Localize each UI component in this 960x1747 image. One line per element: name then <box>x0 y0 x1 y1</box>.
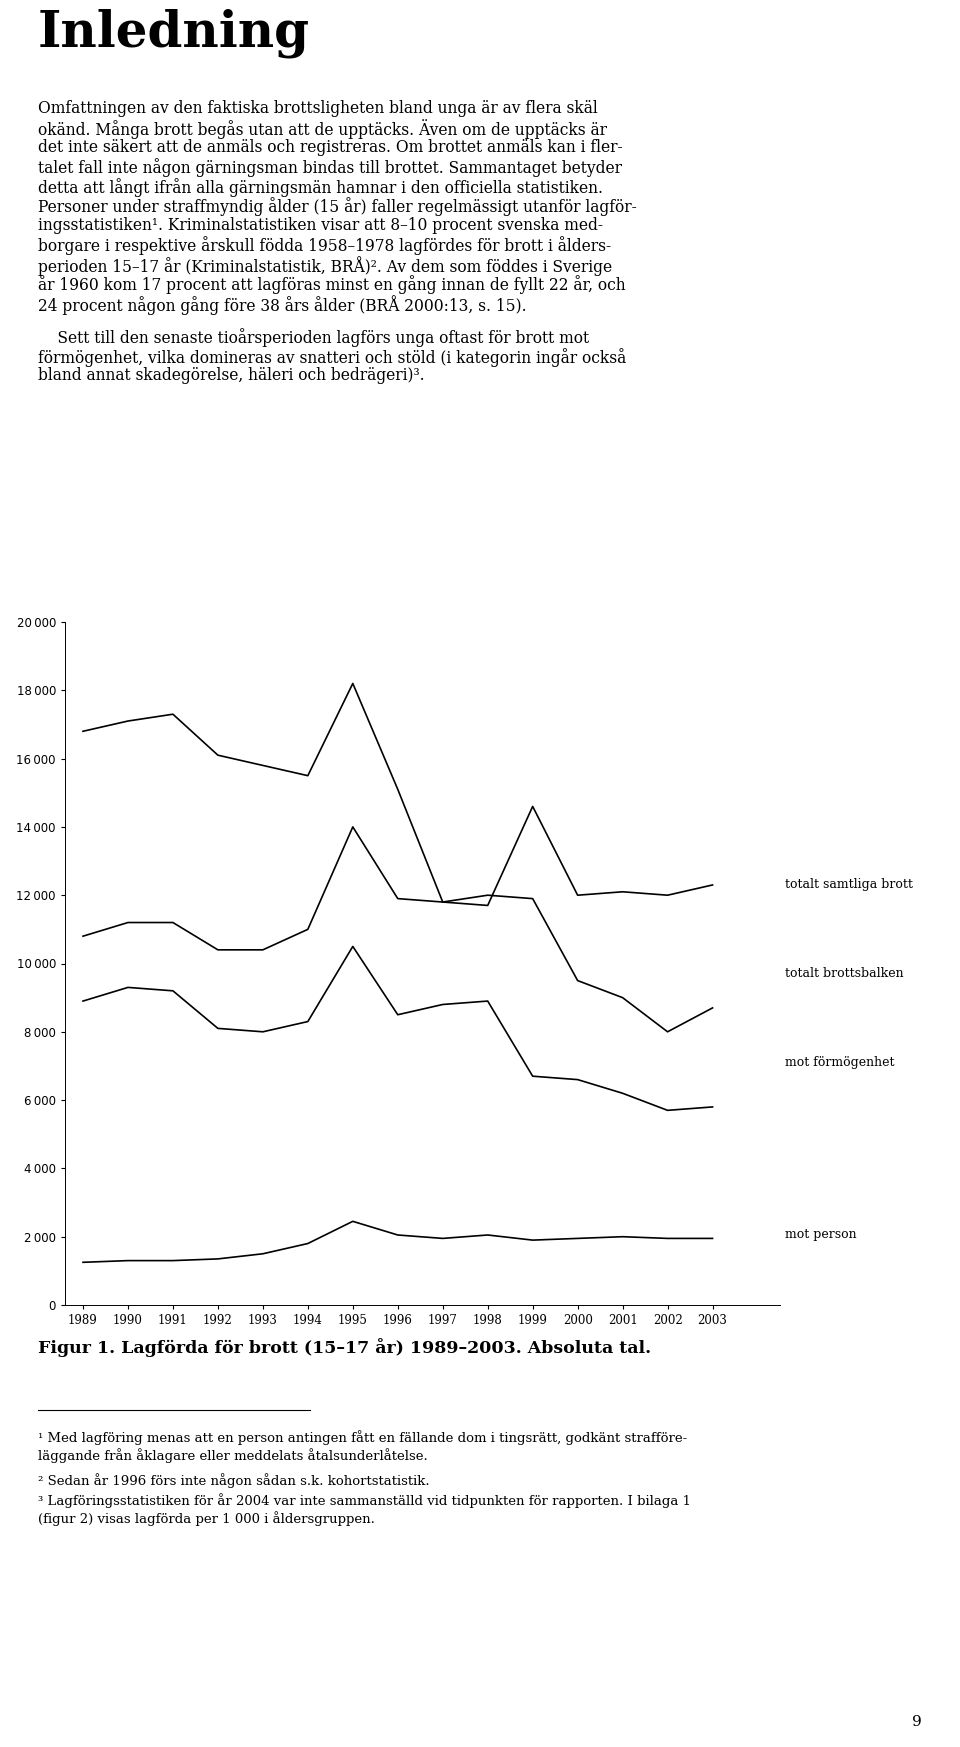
Text: perioden 15–17 år (Kriminalstatistik, BRÅ)². Av dem som föddes i Sverige: perioden 15–17 år (Kriminalstatistik, BR… <box>38 257 612 276</box>
Text: (figur 2) visas lagförda per 1 000 i åldersgruppen.: (figur 2) visas lagförda per 1 000 i åld… <box>38 1511 374 1525</box>
Text: borgare i respektive årskull födda 1958–1978 lagfördes för brott i ålders-: borgare i respektive årskull födda 1958–… <box>38 236 612 255</box>
Text: ingsstatistiken¹. Kriminalstatistiken visar att 8–10 procent svenska med-: ingsstatistiken¹. Kriminalstatistiken vi… <box>38 217 603 234</box>
Text: okänd. Många brott begås utan att de upptäcks. Även om de upptäcks är: okänd. Många brott begås utan att de upp… <box>38 119 607 140</box>
Text: bland annat skadegörelse, häleri och bedrägeri)³.: bland annat skadegörelse, häleri och bed… <box>38 367 424 384</box>
Text: detta att långt ifrån alla gärningsmän hamnar i den officiella statistiken.: detta att långt ifrån alla gärningsmän h… <box>38 178 603 197</box>
Text: förmögenhet, vilka domineras av snatteri och stöld (i kategorin ingår också: förmögenhet, vilka domineras av snatteri… <box>38 348 626 367</box>
Text: Sett till den senaste tioårsperioden lagförs unga oftast för brott mot: Sett till den senaste tioårsperioden lag… <box>38 328 589 348</box>
Text: Inledning: Inledning <box>38 9 310 58</box>
Text: ² Sedan år 1996 förs inte någon sådan s.k. kohortstatistik.: ² Sedan år 1996 förs inte någon sådan s.… <box>38 1473 430 1488</box>
Text: ¹ Med lagföring menas att en person antingen fått en fällande dom i tingsrätt, g: ¹ Med lagföring menas att en person anti… <box>38 1431 687 1445</box>
Text: 9: 9 <box>912 1716 922 1730</box>
Text: Personer under straffmyndig ålder (15 år) faller regelmässigt utanför lagför-: Personer under straffmyndig ålder (15 år… <box>38 197 636 217</box>
Text: mot förmögenhet: mot förmögenhet <box>785 1055 895 1069</box>
Text: år 1960 kom 17 procent att lagföras minst en gång innan de fyllt 22 år, och: år 1960 kom 17 procent att lagföras mins… <box>38 276 626 295</box>
Text: mot person: mot person <box>785 1228 856 1242</box>
Text: Figur 1. Lagförda för brott (15–17 år) 1989–2003. Absoluta tal.: Figur 1. Lagförda för brott (15–17 år) 1… <box>38 1338 651 1357</box>
Text: det inte säkert att de anmäls och registreras. Om brottet anmäls kan i fler-: det inte säkert att de anmäls och regist… <box>38 140 623 155</box>
Text: talet fall inte någon gärningsman bindas till brottet. Sammantaget betyder: talet fall inte någon gärningsman bindas… <box>38 159 622 178</box>
Text: totalt brottsbalken: totalt brottsbalken <box>785 968 903 980</box>
Text: 24 procent någon gång före 38 års ålder (BRÅ 2000:13, s. 15).: 24 procent någon gång före 38 års ålder … <box>38 295 527 314</box>
Text: läggande från åklagare eller meddelats åtalsunderlåtelse.: läggande från åklagare eller meddelats å… <box>38 1448 428 1462</box>
Text: ³ Lagföringsstatistiken för år 2004 var inte sammanställd vid tidpunkten för rap: ³ Lagföringsstatistiken för år 2004 var … <box>38 1494 691 1508</box>
Text: totalt samtliga brott: totalt samtliga brott <box>785 879 913 891</box>
Text: Omfattningen av den faktiska brottsligheten bland unga är av flera skäl: Omfattningen av den faktiska brottslighe… <box>38 100 598 117</box>
